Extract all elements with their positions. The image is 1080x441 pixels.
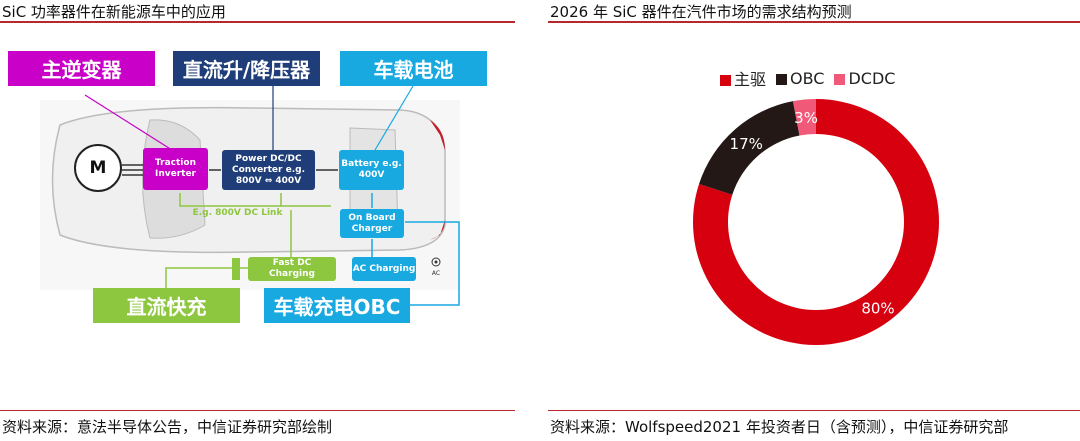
left-source: 资料来源：意法半导体公告，中信证券研究部绘制 bbox=[2, 418, 333, 436]
ev-diagram: M 主逆变器 直流升/降压器 车载电池 Traction Inverter Po… bbox=[0, 40, 500, 340]
legend-label: 主驱 bbox=[734, 70, 767, 89]
battery-box: Battery e.g. 400V bbox=[339, 150, 404, 190]
on-board-charger-box: On Board Charger bbox=[340, 209, 404, 238]
obc-label: 车载充电OBC bbox=[264, 288, 410, 323]
legend-label: DCDC bbox=[848, 68, 896, 88]
left-source-rule bbox=[0, 410, 515, 411]
legend-swatch bbox=[834, 73, 846, 85]
right-source: 资料来源：Wolfspeed2021 年投资者日（含预测），中信证券研究部 bbox=[550, 418, 1009, 436]
right-title: 2026 年 SiC 器件在汽件市场的需求结构预测 bbox=[550, 3, 852, 21]
legend-swatch bbox=[720, 75, 731, 86]
power-dcdc-box: Power DC/DC Converter e.g. 800V ⇔ 400V bbox=[222, 150, 315, 190]
donut-slice-DCDC bbox=[792, 99, 816, 136]
ac-charging-box: AC Charging bbox=[352, 257, 416, 281]
right-title-rule bbox=[548, 21, 1080, 23]
legend-label: OBC bbox=[790, 68, 825, 88]
ac-plug-label: AC bbox=[431, 269, 441, 277]
battery-label: 车载电池 bbox=[340, 51, 487, 86]
data-label: 3% bbox=[794, 109, 818, 127]
traction-inverter-box: Traction Inverter bbox=[143, 148, 208, 190]
fast-dc-label: 直流快充 bbox=[93, 288, 240, 323]
legend-item: DCDC bbox=[834, 69, 895, 88]
fast-dc-charging-box: Fast DC Charging bbox=[248, 257, 336, 281]
donut-chart: 80% 17% 3% bbox=[693, 99, 939, 345]
legend-item: OBC bbox=[776, 69, 824, 88]
data-label: 17% bbox=[730, 135, 763, 153]
chart-legend: 主驱 OBC DCDC bbox=[720, 66, 895, 90]
dcdc-converter-label: 直流升/降压器 bbox=[173, 51, 320, 86]
right-source-rule bbox=[548, 410, 1080, 411]
motor-label: M bbox=[89, 158, 107, 178]
left-title-rule bbox=[0, 21, 515, 23]
donut-slice-OBC bbox=[699, 101, 800, 195]
left-title: SiC 功率器件在新能源车中的应用 bbox=[2, 3, 226, 21]
dc-link-label: E.g. 800V DC Link bbox=[192, 208, 283, 218]
main-inverter-label: 主逆变器 bbox=[8, 51, 155, 86]
legend-item: 主驱 bbox=[720, 66, 766, 90]
data-label: 80% bbox=[861, 299, 894, 317]
legend-swatch bbox=[776, 73, 788, 85]
